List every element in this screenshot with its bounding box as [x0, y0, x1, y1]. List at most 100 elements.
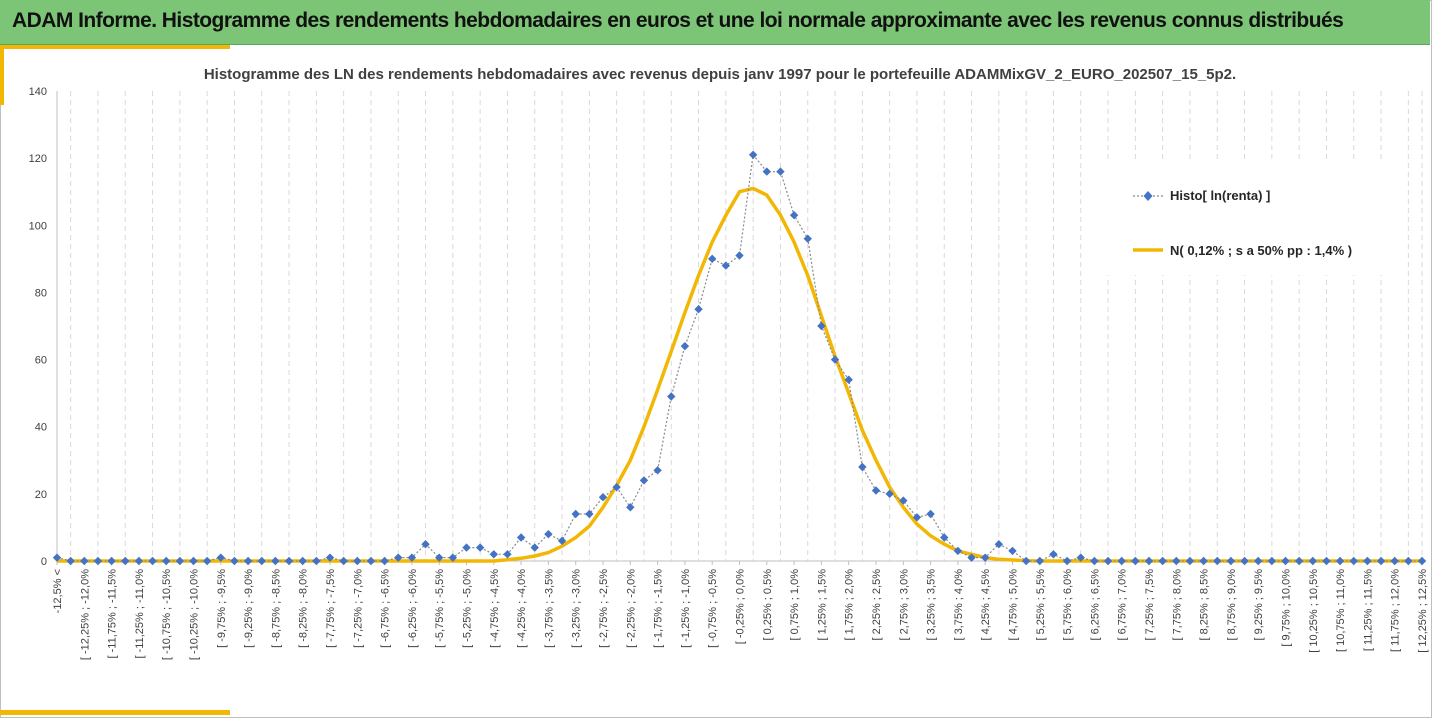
- histogram-point: [1349, 556, 1358, 566]
- histogram-point: [516, 533, 526, 542]
- x-tick-label: [ -0,75% ; -0,5%: [707, 569, 719, 648]
- histogram-point: [271, 556, 280, 566]
- accent-bar-bottom: [0, 710, 230, 715]
- histogram-point: [1021, 556, 1031, 566]
- x-tick-label: [ -5,75% ; -5,5%: [434, 569, 446, 648]
- x-tick-label: [ 9,75% ; 10,0%: [1281, 569, 1293, 647]
- histogram-point: [871, 486, 881, 495]
- histogram-point: [1035, 556, 1044, 566]
- x-tick-label: [ -9,75% ; -9,5%: [216, 569, 228, 648]
- histogram-point: [189, 556, 198, 566]
- histogram-point: [544, 529, 553, 539]
- histogram-point: [899, 496, 908, 505]
- histogram-point: [489, 550, 498, 559]
- histogram-point: [394, 553, 403, 562]
- report-header: ADAM Informe. Histogramme des rendements…: [0, 0, 1430, 45]
- histogram-point: [981, 553, 990, 562]
- x-tick-label: [ 7,75% ; 8,0%: [1171, 569, 1183, 641]
- histogram-point: [1158, 556, 1167, 566]
- histogram-line: [56, 153, 1422, 562]
- histogram-point: [1322, 556, 1331, 566]
- legend-histo-marker: [1143, 191, 1153, 201]
- y-tick-label: 120: [29, 153, 47, 165]
- x-tick-label: [ 12,25% ; 12,5%: [1417, 569, 1429, 653]
- x-tick-label: [ -4,25% ; -4,0%: [516, 569, 528, 648]
- histogram-point: [1308, 556, 1317, 566]
- x-tick-label: [ 0,25% ; 0,5%: [762, 569, 774, 641]
- y-axis: 0 20 40 60 80 100 120 140: [29, 86, 58, 568]
- report-title: ADAM Informe. Histogramme des rendements…: [12, 9, 1344, 32]
- histogram-point: [1117, 556, 1126, 566]
- x-tick-label: [ 10,75% ; 11,0%: [1335, 569, 1347, 652]
- histogram-point: [1267, 556, 1277, 566]
- histogram-point: [639, 476, 649, 485]
- x-tick-label: [ 11,25% ; 11,5%: [1362, 569, 1374, 651]
- histogram-point: [202, 556, 212, 566]
- histogram-point: [803, 234, 812, 243]
- histogram-point: [1076, 553, 1085, 562]
- x-tick-label: [ 1,75% ; 2,0%: [844, 569, 856, 641]
- x-tick-label: [ -1,75% ; -1,5%: [653, 569, 665, 648]
- histogram-point: [298, 556, 307, 566]
- histogram-point: [585, 509, 594, 519]
- y-tick-label: 140: [29, 86, 47, 98]
- histogram-point: [339, 556, 348, 566]
- histogram-point: [162, 556, 171, 566]
- gridlines: [70, 91, 1423, 561]
- x-tick-label: [ -11,75% ; -11,5%: [107, 569, 119, 659]
- x-tick-label: [ -8,25% ; -8,0%: [298, 569, 310, 648]
- x-tick-label: [ 8,25% ; 8,5%: [1199, 569, 1211, 641]
- histogram-point: [448, 553, 458, 562]
- histogram-point: [148, 556, 157, 566]
- histogram-point: [121, 556, 130, 566]
- histogram-point: [107, 556, 116, 566]
- histogram-point: [1172, 556, 1181, 566]
- histogram-point: [1363, 556, 1372, 566]
- histogram-point: [312, 556, 321, 566]
- x-tick-label: [ -10,75% ; -10,5%: [161, 569, 173, 660]
- histogram-point: [353, 556, 362, 566]
- x-tick-label: [ -6,75% ; -6,5%: [380, 569, 392, 648]
- x-tick-label: [ 3,75% ; 4,0%: [953, 569, 965, 641]
- histogram-point: [1417, 556, 1427, 566]
- histogram-point: [1294, 556, 1304, 566]
- histogram-point: [626, 503, 635, 512]
- x-tick-label: [ -4,75% ; -4,5%: [489, 569, 501, 648]
- histogram-point: [1131, 556, 1140, 566]
- x-tick-label: [ -2,75% ; -2,5%: [598, 569, 610, 648]
- histogram-point: [93, 556, 103, 566]
- y-tick-label: 60: [35, 355, 47, 367]
- histogram-point: [380, 556, 389, 566]
- histogram-point: [708, 254, 717, 264]
- histogram-point: [435, 553, 444, 562]
- histogram-point: [366, 556, 376, 566]
- histogram-point: [667, 392, 676, 401]
- histogram-point: [1144, 556, 1154, 566]
- x-tick-label: [ -1,25% ; -1,0%: [680, 569, 692, 648]
- x-tick-label: [ 3,25% ; 3,5%: [926, 569, 938, 641]
- histogram-point: [844, 375, 853, 384]
- histogram-point: [776, 167, 785, 176]
- histogram-point: [967, 553, 976, 562]
- histogram-point: [817, 321, 826, 331]
- histogram-point: [230, 556, 239, 566]
- histogram-point: [1240, 556, 1249, 566]
- y-tick-label: 20: [35, 489, 47, 501]
- histogram-point: [1254, 556, 1263, 566]
- histogram-point: [735, 251, 744, 260]
- chart-title: Histogramme des LN des rendements hebdom…: [204, 66, 1236, 83]
- histogram-point: [1376, 556, 1386, 566]
- histogram-point: [503, 550, 512, 559]
- x-tick-label: [ -5,25% ; -5,0%: [462, 569, 474, 648]
- histogram-point: [66, 556, 75, 566]
- histogram-point: [530, 543, 539, 552]
- x-tick-label: -12,5% <: [52, 569, 64, 613]
- histogram-point: [1199, 556, 1208, 566]
- x-tick-label: [ 9,25% ; 9,5%: [1253, 569, 1265, 641]
- histogram-point: [885, 489, 894, 499]
- x-tick-label: [ 5,75% ; 6,0%: [1062, 569, 1074, 641]
- histogram-point: [1335, 556, 1345, 566]
- histogram-point: [52, 553, 62, 562]
- histogram-point: [1103, 556, 1113, 566]
